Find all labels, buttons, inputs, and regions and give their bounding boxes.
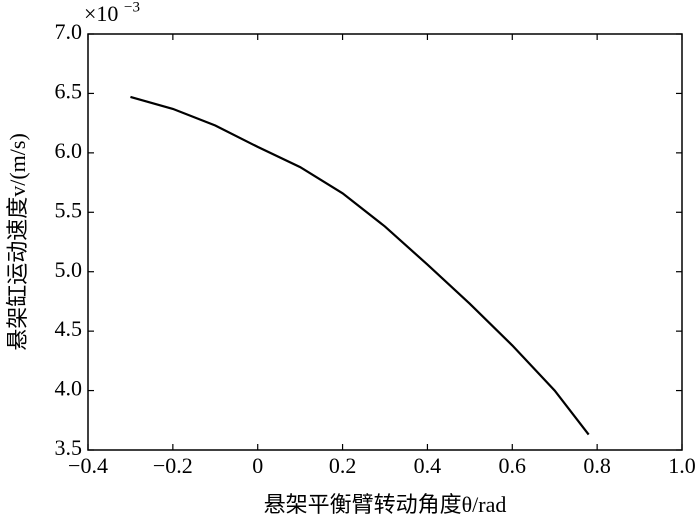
- x-tick-label: −0.4: [68, 453, 108, 478]
- x-tick-label: 0.2: [329, 453, 357, 478]
- x-tick-label: −0.2: [153, 453, 193, 478]
- x-tick-label: 0.6: [499, 453, 527, 478]
- y-tick-label: 4.5: [55, 316, 83, 341]
- x-axis-label: 悬架平衡臂转动角度θ/rad: [264, 492, 507, 517]
- y-tick-label: 6.5: [55, 78, 83, 103]
- y-multiplier: ×10: [84, 1, 118, 26]
- plot-frame: [87, 33, 683, 451]
- y-tick-label: 5.0: [55, 257, 83, 282]
- y-tick-label: 5.5: [55, 197, 83, 222]
- x-tick-label: 0: [252, 453, 263, 478]
- y-axis-label: 悬架缸运动速度v/(m/s): [5, 133, 30, 351]
- x-tick-label: 0.8: [583, 453, 611, 478]
- x-tick-label: 1.0: [668, 453, 696, 478]
- x-tick-label: 0.4: [414, 453, 442, 478]
- y-tick-label: 3.5: [55, 435, 83, 460]
- data-line: [130, 95, 590, 436]
- y-tick-label: 4.0: [55, 376, 83, 401]
- y-multiplier-exponent: −3: [124, 0, 140, 15]
- y-tick-label: 6.0: [55, 138, 83, 163]
- y-tick-label: 7.0: [55, 19, 83, 44]
